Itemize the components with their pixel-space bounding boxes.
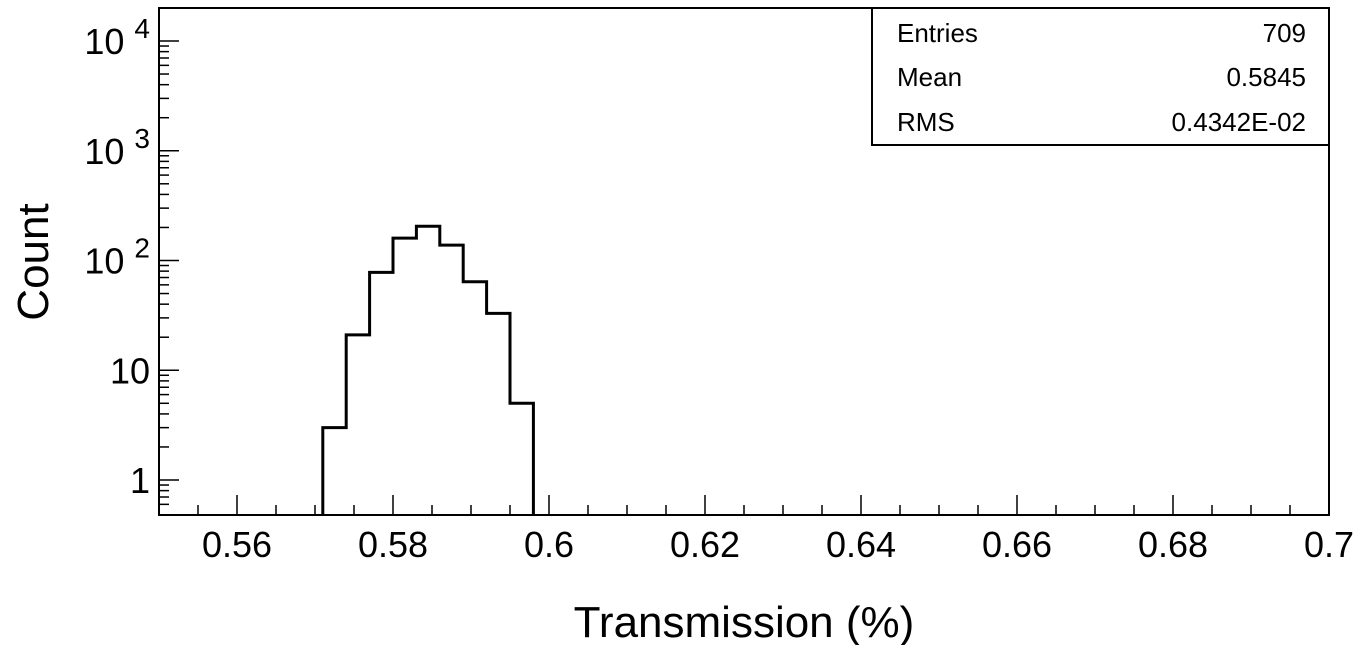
histogram-bin — [393, 238, 416, 515]
histogram-bin — [440, 245, 463, 515]
histogram-bin — [416, 226, 439, 515]
ticks-layer: 0.56 0.58 0.6 0.62 0.64 0.66 0.68 0.7 1 10 10 2 10 … — [84, 13, 1354, 565]
stats-mean-label: Mean — [897, 62, 962, 92]
y-axis-title: Count — [9, 203, 58, 320]
stats-entries-value: 709 — [1263, 18, 1306, 48]
x-tick-label: 0.58 — [358, 524, 428, 565]
x-tick-label: 0.56 — [202, 524, 272, 565]
histogram-bin — [346, 335, 369, 515]
stats-box: Entries 709 Mean 0.5845 RMS 0.4342E-02 — [871, 7, 1330, 146]
x-tick-label: 0.7 — [1304, 524, 1354, 565]
histogram-bin — [323, 428, 346, 515]
x-tick-label: 0.62 — [670, 524, 740, 565]
y-tick-label: 10 — [110, 350, 150, 391]
histogram-bin — [487, 313, 510, 515]
x-tick-label: 0.68 — [1138, 524, 1208, 565]
y-tick-label: 10 4 — [84, 13, 150, 62]
histogram-outline — [321, 224, 535, 515]
histogram-bin — [370, 272, 393, 515]
histogram-bin — [463, 282, 486, 515]
y-tick-label: 10 2 — [84, 233, 150, 282]
stats-mean-value: 0.5845 — [1226, 62, 1306, 92]
histogram-bin — [510, 403, 533, 515]
histogram-layer — [321, 224, 535, 515]
stats-box-border — [871, 7, 1330, 146]
stats-rms-value: 0.4342E-02 — [1172, 107, 1306, 137]
stats-rms-label: RMS — [897, 107, 955, 137]
y-tick-label: 1 — [130, 460, 150, 501]
x-tick-label: 0.6 — [524, 524, 574, 565]
y-tick-label: 10 3 — [84, 123, 150, 172]
x-axis-title: Transmission (%) — [574, 598, 915, 645]
x-tick-label: 0.66 — [982, 524, 1052, 565]
x-tick-label: 0.64 — [826, 524, 896, 565]
plot-frame — [158, 7, 1330, 516]
stats-entries-label: Entries — [897, 18, 978, 48]
